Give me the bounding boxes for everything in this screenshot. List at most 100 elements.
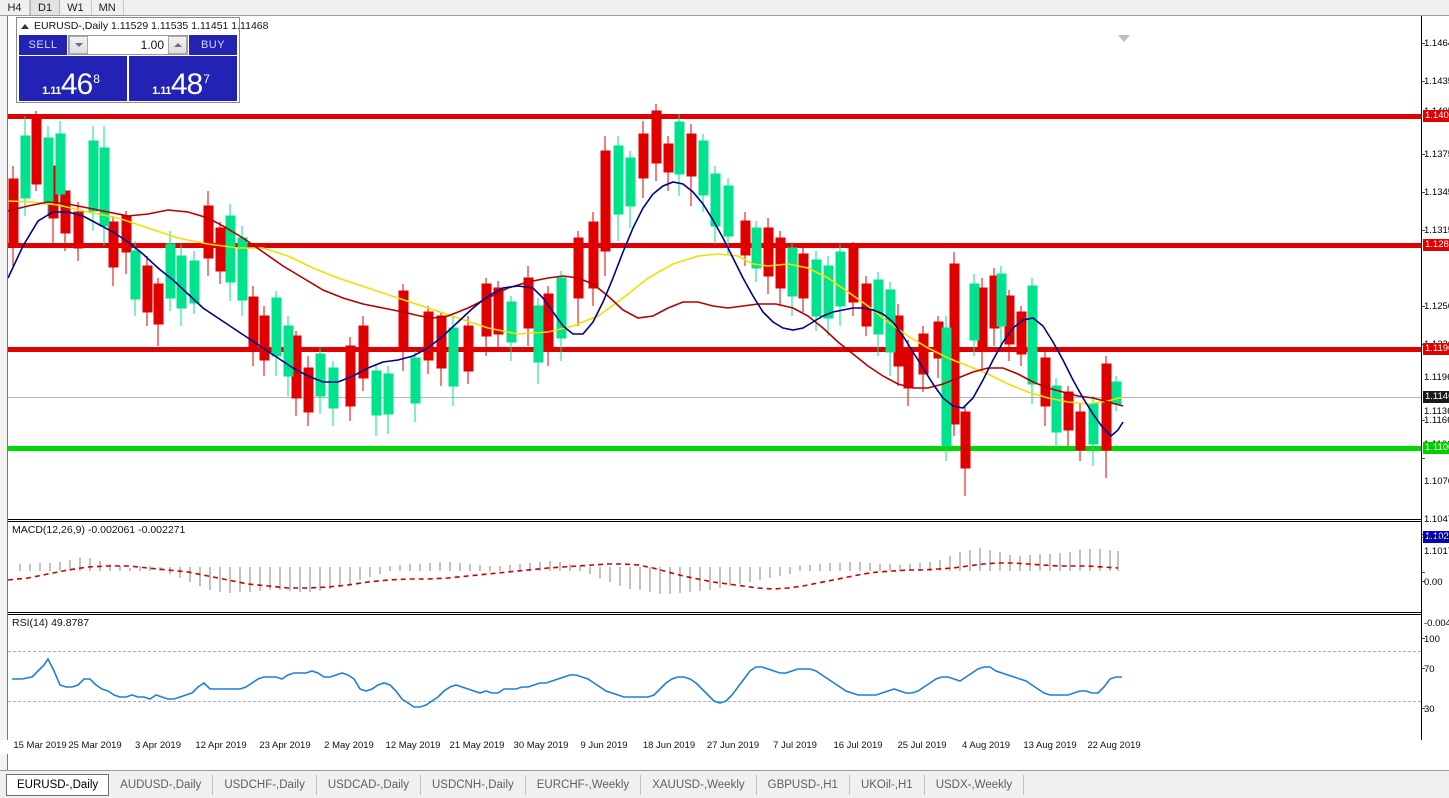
price-chip-resistance-1-11901[interactable]: 1.11901: [1423, 343, 1449, 355]
quote-row: 1.11 46 8 1.11 48 7: [19, 56, 237, 101]
buy-price-box[interactable]: 1.11 48 7: [129, 56, 237, 101]
symbol-header: EURUSD-,Daily 1.11529 1.11535 1.11451 1.…: [17, 18, 268, 34]
price-chip-current-1-11468[interactable]: 1.11468: [1423, 391, 1449, 403]
timeframe-d1[interactable]: D1: [30, 0, 61, 15]
chart-frame: EURUSD-,Daily 1.11529 1.11535 1.11451 1.…: [0, 16, 1449, 770]
macd-scale-min: -0.004806: [1424, 618, 1449, 629]
date-label: 4 Aug 2019: [961, 740, 1011, 751]
sell-price-prefix: 1.11: [42, 85, 61, 97]
rsi-overbought-level-70: [8, 651, 1421, 652]
price-chip-support-1-10201[interactable]: 1.10201: [1423, 531, 1449, 543]
rsi-scale-30: 30: [1424, 704, 1435, 715]
scale-label-1-10175: 1.10175: [1424, 546, 1449, 557]
tab-eurchf-weekly[interactable]: EURCHF-,Weekly: [526, 774, 642, 795]
trade-controls-row: SELL 1.00 BUY: [19, 35, 237, 55]
timeframe-mn[interactable]: MN: [92, 0, 124, 15]
scale-tick: [1422, 537, 1425, 538]
timeframe-w1[interactable]: W1: [60, 0, 92, 15]
sell-price-box[interactable]: 1.11 46 8: [19, 56, 127, 101]
scale-label-1-12560: 1.12560: [1424, 301, 1449, 312]
collapse-triangle-icon[interactable]: [21, 23, 29, 29]
date-label: 12 Apr 2019: [195, 740, 247, 751]
date-label: 25 Mar 2019: [68, 740, 122, 751]
symbol-ohlc-text: EURUSD-,Daily 1.11529 1.11535 1.11451 1.…: [34, 20, 269, 32]
scale-label-1-14350: 1.14350: [1424, 76, 1449, 87]
macd-scale-max: 0.004517: [1424, 533, 1449, 544]
tab-usdcnh-daily[interactable]: USDCNH-,Daily: [421, 774, 526, 795]
resistance-line-1-12851[interactable]: [8, 243, 1421, 248]
price-chip-resistance-1-12851[interactable]: 1.12851: [1423, 239, 1449, 251]
date-axis: 15 Mar 2019 25 Mar 2019 3 Apr 2019 12 Ap…: [0, 740, 1449, 754]
buy-price-fraction: 7: [203, 72, 210, 86]
rsi-scale-70: 70: [1424, 664, 1435, 675]
scale-tick: [1422, 43, 1425, 44]
chart-tab-bar: EURUSD-,Daily AUDUSD-,Daily USDCHF-,Dail…: [0, 770, 1449, 798]
rsi-scale-100: 100: [1424, 634, 1440, 645]
scale-tick: [1422, 192, 1425, 193]
tab-xauusd-weekly[interactable]: XAUUSD-,Weekly: [641, 774, 757, 795]
scale-tick: [1422, 420, 1425, 421]
rsi-series: [12, 657, 1122, 708]
volume-stepper[interactable]: 1.00: [68, 35, 188, 55]
scale-tick: [1422, 572, 1425, 573]
one-click-trading-panel[interactable]: EURUSD-,Daily 1.11529 1.11535 1.11451 1.…: [16, 17, 268, 103]
macd-panel[interactable]: MACD(12,26,9) -0.002061 -0.002271: [8, 521, 1421, 613]
date-label: 21 May 2019: [449, 740, 505, 751]
tab-usdchf-daily[interactable]: USDCHF-,Daily: [213, 774, 317, 795]
scale-label-1-14645: 1.14645: [1424, 38, 1449, 49]
tab-audusd-daily[interactable]: AUDUSD-,Daily: [109, 774, 214, 795]
rsi-panel[interactable]: RSI(14) 49.8787: [8, 614, 1421, 754]
scale-label-1-11665: 1.11665: [1424, 415, 1449, 426]
tab-usdcad-daily[interactable]: USDCAD-,Daily: [317, 774, 421, 795]
date-label: 27 Jun 2019: [706, 740, 760, 751]
sell-price-main: 46: [60, 68, 93, 101]
sell-button[interactable]: SELL: [19, 35, 67, 55]
rsi-caption: RSI(14) 49.8787: [12, 617, 90, 629]
tab-gbpusd-h1[interactable]: GBPUSD-,H1: [757, 774, 850, 795]
macd-histogram: [19, 548, 1119, 594]
rsi-line: [12, 657, 1122, 708]
left-scroll-gutter[interactable]: [0, 16, 8, 770]
date-label: 23 Apr 2019: [259, 740, 311, 751]
scale-label-1-13455: 1.13455: [1424, 187, 1449, 198]
resistance-line-1-11901[interactable]: [8, 347, 1421, 352]
scale-tick: [1422, 458, 1425, 459]
chevron-down-icon: [74, 43, 83, 47]
date-label: 12 May 2019: [385, 740, 441, 751]
date-label: 16 Jul 2019: [833, 740, 883, 751]
volume-increase-button[interactable]: [168, 36, 187, 54]
sell-price-fraction: 8: [93, 72, 100, 86]
tab-ukoil-h1[interactable]: UKOil-,H1: [850, 774, 925, 795]
price-chip-support-1-11000[interactable]: 1.11000: [1423, 442, 1449, 454]
scroll-position-marker-icon[interactable]: [1118, 35, 1130, 42]
date-label: 7 Jul 2019: [773, 740, 817, 751]
resistance-line-1-14009[interactable]: [8, 114, 1421, 119]
date-label: 30 May 2019: [513, 740, 569, 751]
price-scale-divider: [1421, 16, 1422, 754]
buy-price-main: 48: [170, 68, 203, 101]
price-chart-panel[interactable]: EURUSD-,Daily 1.11529 1.11535 1.11451 1.…: [8, 16, 1421, 520]
tab-usdx-weekly[interactable]: USDX-,Weekly: [925, 774, 1025, 795]
rsi-oversold-level-30: [8, 701, 1421, 702]
support-line-1-11000[interactable]: [8, 446, 1421, 451]
volume-decrease-button[interactable]: [69, 36, 88, 54]
buy-button[interactable]: BUY: [189, 35, 237, 55]
date-label: 15 Mar 2019: [13, 740, 67, 751]
scale-label-1-11365: 1.11365: [1424, 406, 1449, 417]
timeframe-h4[interactable]: H4: [0, 0, 30, 15]
date-label: 25 Jul 2019: [897, 740, 947, 751]
timeframe-toolbar: H4 D1 W1 MN: [0, 0, 1449, 16]
buy-price-prefix: 1.11: [152, 85, 171, 97]
current-price-line: [8, 397, 1421, 398]
scale-tick: [1422, 306, 1425, 307]
scale-label-1-10470: 1.10470: [1424, 514, 1449, 525]
macd-signal-line: [8, 562, 1119, 590]
date-label: 18 Jun 2019: [642, 740, 696, 751]
date-label: 22 Aug 2019: [1087, 740, 1141, 751]
price-chip-resistance-1-14009[interactable]: 1.14009: [1423, 110, 1449, 122]
tab-eurusd-daily[interactable]: EURUSD-,Daily: [6, 773, 110, 796]
price-scale[interactable]: 1.14645 1.14350 1.14055 1.13750 1.13455 …: [1422, 16, 1449, 754]
macd-caption: MACD(12,26,9) -0.002061 -0.002271: [12, 524, 186, 536]
volume-input[interactable]: 1.00: [88, 36, 168, 54]
bullish-candles: [20, 114, 1122, 466]
